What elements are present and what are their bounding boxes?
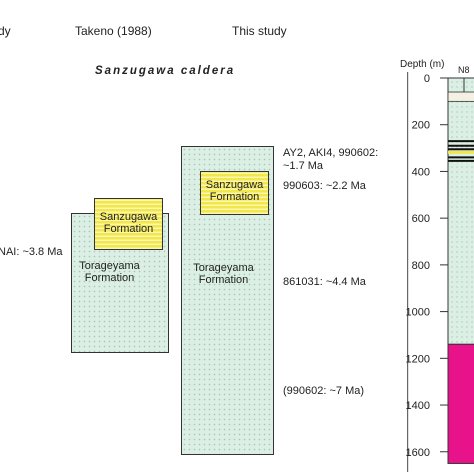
log-yellow-band bbox=[448, 150, 474, 154]
this-study-column-header: This study bbox=[232, 24, 287, 38]
this-study-sanzugawa-box bbox=[200, 171, 269, 215]
age-label-1-line2: ~1.7 Ma bbox=[283, 160, 324, 172]
depth-tick-label: 1600 bbox=[406, 447, 430, 459]
takeno-column-header: Takeno (1988) bbox=[75, 24, 152, 38]
takeno-torageyama-label: Torageyama Formation bbox=[79, 260, 140, 284]
left-column-header: dy bbox=[0, 24, 11, 38]
left-age-annotation: NAI: ~3.8 Ma bbox=[0, 246, 63, 258]
depth-tick-label: 1200 bbox=[406, 353, 430, 365]
depth-tick-label: 400 bbox=[412, 166, 430, 178]
depth-tick-label: 200 bbox=[412, 120, 430, 132]
age-label-2: 990603: ~2.2 Ma bbox=[283, 180, 366, 192]
log-green-section bbox=[447, 77, 474, 345]
depth-tick-label: 1000 bbox=[406, 307, 430, 319]
depth-tick-label: 600 bbox=[412, 213, 430, 225]
takeno-sanzugawa-box bbox=[94, 198, 163, 250]
age-label-1-line1: AY2, AKI4, 990602: bbox=[283, 147, 379, 159]
depth-tick-label: 1400 bbox=[406, 400, 430, 412]
age-label-3: 861031: ~4.4 Ma bbox=[283, 276, 366, 288]
depth-axis-label: Depth (m) bbox=[400, 59, 444, 70]
age-label-4: (990602: ~7 Ma) bbox=[283, 385, 365, 397]
depth-tick-label: 0 bbox=[424, 73, 430, 85]
log-cream-band bbox=[447, 91, 474, 102]
takeno-sanzugawa-label: Sanzugawa Formation bbox=[99, 211, 158, 235]
this-study-torageyama-label: Torageyama Formation bbox=[193, 262, 254, 286]
depth-tick-label: 800 bbox=[412, 260, 430, 272]
depth-axis-left-bar bbox=[407, 72, 409, 472]
this-study-sanzugawa-label: Sanzugawa Formation bbox=[205, 179, 264, 203]
log-magenta-section bbox=[447, 343, 474, 464]
caldera-title: Sanzugawa caldera bbox=[95, 65, 236, 77]
well-column-label: N8 bbox=[458, 65, 470, 75]
